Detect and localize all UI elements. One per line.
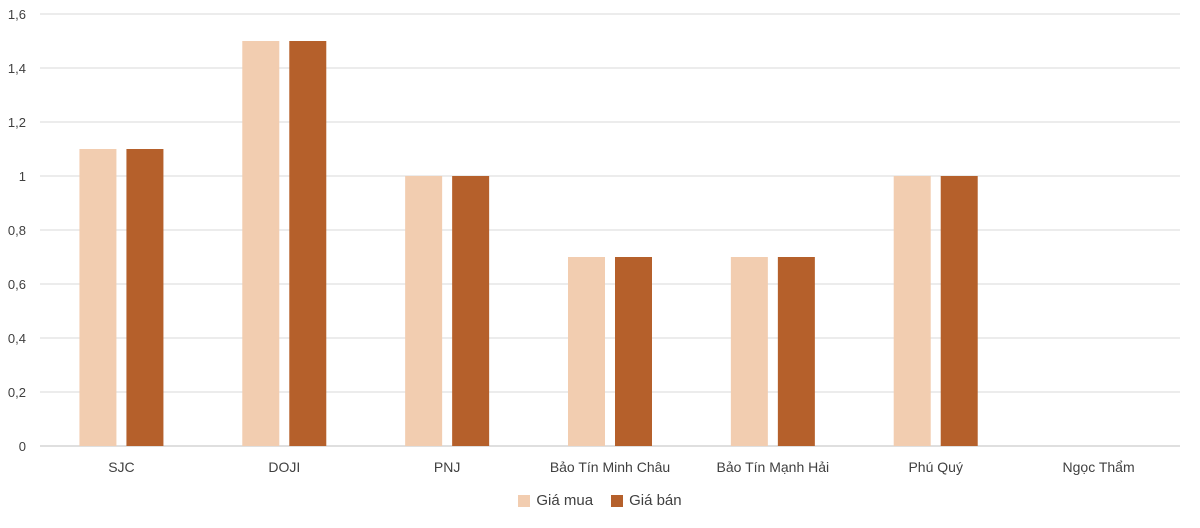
legend-swatch-sell (611, 494, 624, 507)
legend: Giá mua Giá bán (0, 492, 1200, 509)
legend-label-buy: Giá mua (536, 492, 594, 509)
y-tick-label: 0 (19, 439, 26, 454)
legend-item-sell: Giá bán (611, 492, 682, 509)
x-tick-label: Bảo Tín Minh Châu (550, 459, 670, 475)
x-tick-label: DOJI (268, 459, 300, 475)
x-tick-label: PNJ (434, 459, 460, 475)
bar-buy (242, 41, 280, 446)
y-tick-label: 1 (19, 169, 26, 184)
y-axis-ticks: 0 0,2 0,4 0,6 0,8 1 1,2 1,4 1,6 (8, 7, 26, 454)
bar-sell (615, 257, 652, 446)
y-tick-label: 1,6 (8, 7, 26, 22)
legend-label-sell: Giá bán (629, 492, 682, 509)
y-tick-label: 0,6 (8, 277, 26, 292)
x-tick-label: Phú Quý (908, 459, 962, 475)
bar-buy (405, 176, 443, 446)
bar-buy (893, 176, 931, 446)
bar-sell (126, 149, 164, 446)
bar-sell (777, 257, 815, 446)
y-tick-label: 1,4 (8, 61, 26, 76)
legend-item-buy: Giá mua (518, 492, 593, 509)
x-tick-label: SJC (108, 459, 134, 475)
bar-sell (452, 176, 490, 446)
x-tick-label: Bảo Tín Mạnh Hải (717, 459, 830, 475)
x-axis-ticks: SJC DOJI PNJ Bảo Tín Minh Châu Bảo Tín Mạnh … (108, 459, 1134, 475)
gridlines (40, 13, 1180, 447)
y-tick-label: 0,2 (8, 385, 26, 400)
y-tick-label: 0,8 (8, 223, 26, 238)
bar-buy (568, 257, 605, 446)
bar-sell (289, 41, 327, 446)
legend-swatch-buy (518, 494, 531, 507)
bar-buy (79, 149, 117, 446)
x-tick-label: Ngọc Thẩm (1063, 459, 1135, 475)
bar-sell (940, 176, 978, 446)
y-tick-label: 1,2 (8, 115, 26, 130)
y-tick-label: 0,4 (8, 331, 26, 346)
bars (79, 41, 978, 446)
bar-buy (730, 257, 768, 446)
